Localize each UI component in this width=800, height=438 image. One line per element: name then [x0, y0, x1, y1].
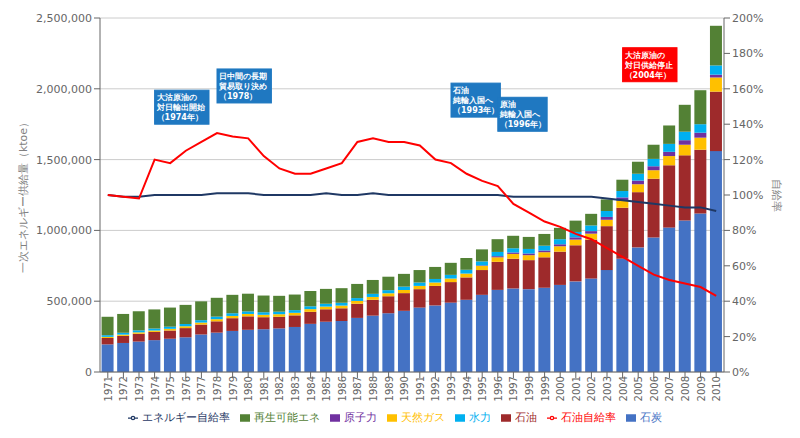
svg-text:1,500,000: 1,500,000 [36, 154, 92, 167]
svg-text:1983: 1983 [290, 376, 301, 401]
svg-text:100%: 100% [732, 189, 763, 202]
svg-text:1992: 1992 [431, 376, 442, 401]
svg-text:対日供給停止: 対日供給停止 [624, 60, 673, 70]
svg-text:1985: 1985 [321, 376, 332, 401]
html-text:エネルギー自給率: エネルギー自給率 [142, 411, 230, 424]
svg-text:1989: 1989 [384, 376, 395, 401]
svg-text:1984: 1984 [306, 376, 317, 401]
html-text:石油: 石油 [515, 411, 537, 424]
svg-text:2,000,000: 2,000,000 [36, 83, 92, 96]
svg-text:（1993年）: （1993年） [453, 106, 499, 115]
svg-text:2,500,000: 2,500,000 [36, 12, 92, 25]
html-text:石炭: 石炭 [640, 411, 662, 424]
svg-text:1976: 1976 [181, 376, 192, 401]
svg-text:160%: 160% [732, 83, 763, 96]
svg-text:120%: 120% [732, 154, 763, 167]
svg-text:2004: 2004 [618, 376, 629, 401]
svg-text:石油: 石油 [452, 86, 469, 95]
svg-text:1999: 1999 [540, 376, 551, 401]
svg-text:1993: 1993 [446, 376, 457, 401]
svg-text:200%: 200% [732, 12, 763, 25]
svg-text:1990: 1990 [399, 376, 410, 401]
svg-text:180%: 180% [732, 47, 763, 60]
svg-text:0%: 0% [732, 366, 749, 379]
svg-text:（1978）: （1978） [219, 92, 257, 101]
svg-text:1978: 1978 [212, 376, 223, 401]
svg-text:1971: 1971 [103, 376, 114, 401]
svg-text:1974: 1974 [150, 376, 161, 401]
svg-text:1982: 1982 [275, 376, 286, 401]
html-text:天然ガス: 天然ガス [401, 411, 445, 424]
svg-text:2009: 2009 [696, 376, 707, 401]
svg-text:2001: 2001 [571, 376, 582, 401]
svg-text:1979: 1979 [228, 376, 239, 401]
svg-text:純輸入国へ: 純輸入国へ [499, 110, 541, 119]
svg-text:大沽原油の: 大沽原油の [625, 51, 665, 60]
svg-text:2003: 2003 [602, 376, 613, 401]
html-text:石油自給率: 石油自給率 [561, 411, 616, 424]
svg-text:2008: 2008 [680, 376, 691, 401]
svg-text:対日輸出開始: 対日輸出開始 [156, 102, 206, 112]
svg-text:2002: 2002 [587, 376, 598, 401]
svg-text:1972: 1972 [119, 376, 130, 401]
svg-text:1995: 1995 [477, 376, 488, 401]
svg-text:1997: 1997 [509, 376, 520, 401]
svg-text:40%: 40% [732, 295, 756, 308]
svg-text:純輸入国へ: 純輸入国へ [452, 96, 494, 105]
html-text:水力: 水力 [469, 411, 491, 424]
svg-text:20%: 20% [732, 331, 756, 344]
svg-text:140%: 140% [732, 118, 763, 131]
svg-text:2000: 2000 [555, 376, 566, 401]
svg-text:1980: 1980 [243, 376, 254, 401]
svg-text:1998: 1998 [524, 376, 535, 401]
svg-text:2010: 2010 [711, 376, 722, 401]
svg-text:0: 0 [85, 366, 92, 379]
svg-text:1988: 1988 [368, 376, 379, 401]
svg-text:貿易取り決め: 貿易取り決め [218, 82, 267, 91]
svg-text:1987: 1987 [353, 376, 364, 401]
svg-text:1,000,000: 1,000,000 [36, 224, 92, 237]
svg-text:1996: 1996 [493, 376, 504, 401]
svg-text:2007: 2007 [665, 376, 676, 401]
svg-text:1981: 1981 [259, 376, 270, 401]
svg-text:60%: 60% [732, 260, 756, 273]
svg-text:1991: 1991 [415, 376, 426, 401]
svg-text:自給率: 自給率 [770, 179, 783, 212]
svg-text:1994: 1994 [462, 376, 473, 401]
svg-text:1973: 1973 [134, 376, 145, 401]
svg-text:1975: 1975 [165, 376, 176, 401]
svg-text:一次エネルギー供給量（ktoe）: 一次エネルギー供給量（ktoe） [17, 117, 30, 273]
svg-text:原油: 原油 [499, 100, 516, 109]
svg-text:1977: 1977 [197, 376, 208, 401]
svg-text:500,000: 500,000 [47, 295, 93, 308]
html-text:再生可能エネ: 再生可能エネ [254, 411, 320, 424]
svg-text:2006: 2006 [649, 376, 660, 401]
svg-text:2005: 2005 [633, 376, 644, 401]
svg-text:大沽原油の: 大沽原油の [157, 93, 197, 102]
html-text:原子力: 原子力 [344, 411, 377, 424]
svg-text:80%: 80% [732, 224, 756, 237]
svg-text:（2004年）: （2004年） [625, 71, 671, 80]
svg-text:（1974年）: （1974年） [157, 113, 203, 122]
svg-text:1986: 1986 [337, 376, 348, 401]
svg-text:日中間の長期: 日中間の長期 [219, 72, 267, 81]
svg-text:（1996年）: （1996年） [500, 120, 546, 129]
